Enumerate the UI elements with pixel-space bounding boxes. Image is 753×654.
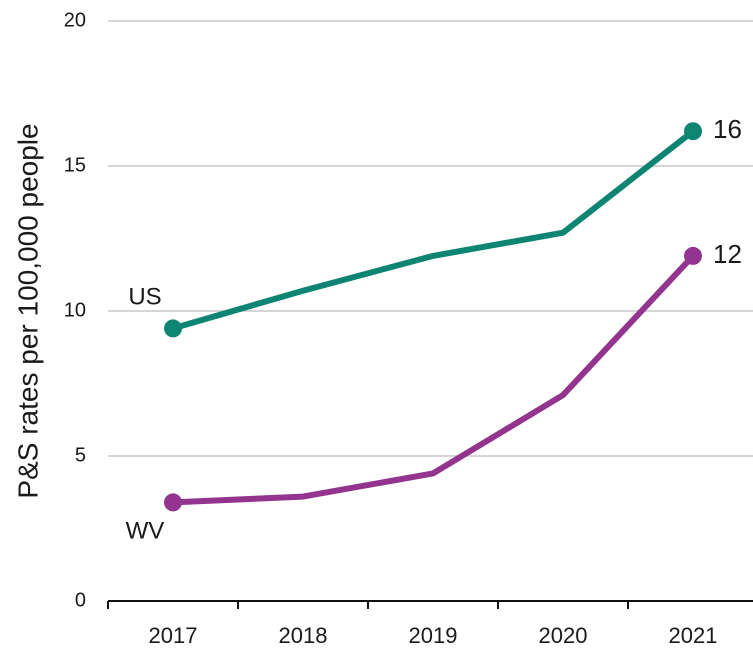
- series-line: [170, 128, 696, 332]
- series-line: [170, 252, 696, 506]
- point-marker: [164, 493, 182, 512]
- y-tick-label: 10: [64, 299, 86, 321]
- point-marker: [684, 246, 702, 265]
- y-tick-label: 15: [64, 154, 86, 176]
- y-axis-label: P&S rates per 100,000 people: [12, 123, 43, 498]
- y-tick-label: 20: [64, 9, 86, 31]
- value-label: 12: [713, 239, 742, 269]
- point-marker: [684, 122, 702, 141]
- point-marker: [164, 319, 182, 338]
- value-label: 16: [713, 114, 742, 144]
- series-label: WV: [126, 518, 165, 545]
- y-tick-label: 0: [75, 589, 86, 611]
- x-tick-label: 2018: [279, 623, 328, 648]
- x-tick-label: 2017: [149, 623, 198, 648]
- x-tick-label: 2019: [409, 623, 458, 648]
- y-tick-label: 5: [75, 444, 86, 466]
- series-label: US: [128, 284, 161, 311]
- x-tick-label: 2021: [669, 623, 718, 648]
- x-tick-label: 2020: [539, 623, 588, 648]
